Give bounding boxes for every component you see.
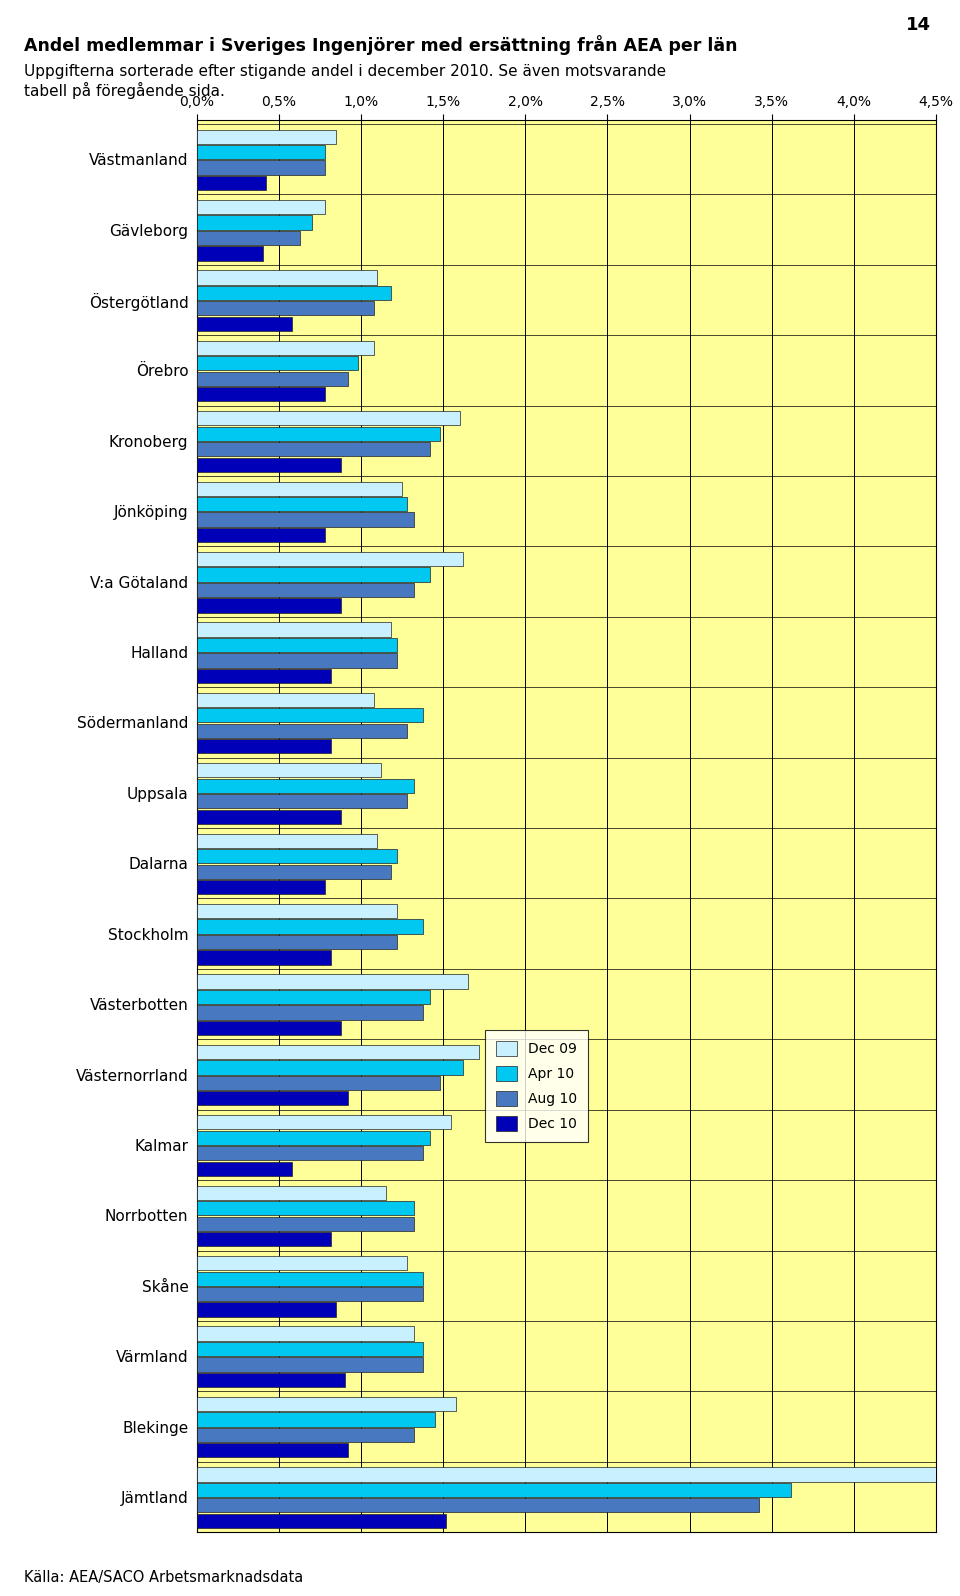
- Bar: [197, 231, 300, 246]
- Text: Uppgifterna sorterade efter stigande andel i december 2010. Se även motsvarande
: Uppgifterna sorterade efter stigande and…: [24, 64, 666, 99]
- Bar: [197, 1232, 331, 1246]
- Bar: [197, 833, 377, 847]
- Bar: [197, 669, 331, 683]
- Bar: [197, 316, 292, 330]
- Bar: [197, 458, 342, 472]
- Bar: [197, 1092, 348, 1106]
- Bar: [197, 342, 374, 354]
- Text: 14: 14: [906, 16, 931, 34]
- Bar: [197, 1302, 336, 1317]
- Bar: [197, 865, 391, 879]
- Bar: [197, 1412, 435, 1427]
- Bar: [197, 1443, 348, 1457]
- Bar: [197, 598, 342, 613]
- Bar: [197, 512, 414, 527]
- Bar: [197, 552, 463, 567]
- Bar: [197, 935, 397, 950]
- Bar: [197, 1428, 414, 1443]
- Bar: [197, 246, 262, 260]
- Bar: [197, 693, 374, 707]
- Legend: Dec 09, Apr 10, Aug 10, Dec 10: Dec 09, Apr 10, Aug 10, Dec 10: [485, 1029, 588, 1143]
- Bar: [197, 1060, 463, 1074]
- Bar: [197, 709, 423, 723]
- Bar: [197, 482, 402, 496]
- Bar: [197, 496, 407, 511]
- Bar: [197, 1373, 345, 1387]
- Bar: [197, 1146, 423, 1160]
- Bar: [197, 809, 342, 824]
- Bar: [197, 528, 324, 543]
- Bar: [197, 723, 407, 737]
- Bar: [197, 739, 331, 753]
- Bar: [197, 975, 468, 988]
- Bar: [197, 990, 430, 1004]
- Bar: [197, 372, 348, 386]
- Bar: [197, 356, 358, 370]
- Bar: [197, 583, 414, 597]
- Bar: [197, 779, 414, 793]
- Bar: [197, 1216, 414, 1231]
- Bar: [197, 270, 377, 284]
- Bar: [197, 200, 324, 214]
- Bar: [197, 1357, 423, 1371]
- Bar: [197, 1396, 456, 1411]
- Bar: [197, 1021, 342, 1036]
- Bar: [197, 795, 407, 808]
- Text: Källa: AEA/SACO Arbetsmarknadsdata: Källa: AEA/SACO Arbetsmarknadsdata: [24, 1570, 303, 1585]
- Bar: [197, 129, 336, 144]
- Bar: [197, 568, 430, 581]
- Bar: [197, 1326, 414, 1341]
- Bar: [197, 879, 324, 894]
- Bar: [197, 215, 312, 230]
- Bar: [197, 286, 391, 300]
- Bar: [197, 763, 381, 777]
- Bar: [197, 1256, 407, 1270]
- Bar: [197, 412, 460, 426]
- Bar: [197, 622, 391, 637]
- Bar: [197, 903, 397, 918]
- Bar: [197, 1005, 423, 1020]
- Bar: [197, 950, 331, 964]
- Bar: [197, 1076, 440, 1090]
- Bar: [197, 1272, 423, 1286]
- Bar: [197, 161, 324, 174]
- Bar: [197, 1186, 386, 1200]
- Bar: [197, 1467, 939, 1481]
- Bar: [197, 1202, 414, 1215]
- Bar: [197, 1483, 791, 1497]
- Bar: [197, 1286, 423, 1301]
- Bar: [197, 638, 397, 653]
- Bar: [197, 442, 430, 456]
- Bar: [197, 919, 423, 934]
- Bar: [197, 1130, 430, 1144]
- Bar: [197, 1116, 451, 1130]
- Bar: [197, 176, 266, 190]
- Text: Andel medlemmar i Sveriges Ingenjörer med ersättning från AEA per län: Andel medlemmar i Sveriges Ingenjörer me…: [24, 35, 737, 56]
- Bar: [197, 653, 397, 667]
- Bar: [197, 1513, 446, 1527]
- Bar: [197, 1162, 292, 1176]
- Bar: [197, 1045, 479, 1060]
- Bar: [197, 1342, 423, 1357]
- Bar: [197, 1499, 758, 1513]
- Bar: [197, 388, 324, 401]
- Bar: [197, 426, 440, 440]
- Bar: [197, 145, 324, 160]
- Bar: [197, 302, 374, 316]
- Bar: [197, 849, 397, 863]
